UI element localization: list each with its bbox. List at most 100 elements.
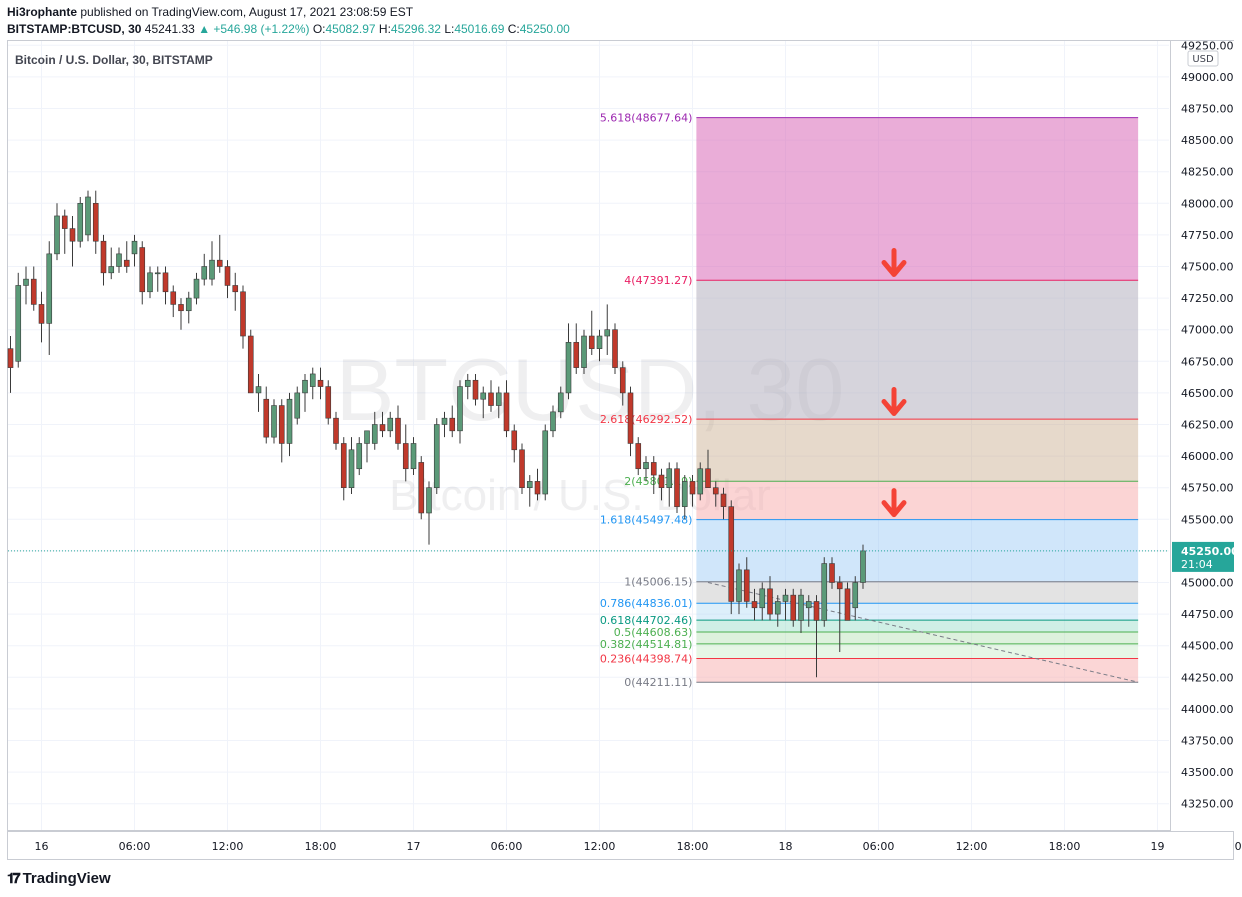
price-tick-label: 45000.00 [1181, 577, 1234, 590]
fib-level-label: 0.5(44608.63) [614, 626, 693, 639]
publish-text: published on TradingView.com, August 17,… [80, 5, 414, 19]
time-axis[interactable] [7, 831, 1234, 860]
price-tick-label: 49000.00 [1181, 71, 1234, 84]
down-arrow-icon [881, 488, 907, 518]
tradingview-logo-text: TradingView [22, 870, 111, 887]
price-tick-label: 43250.00 [1181, 798, 1234, 811]
candle-body [612, 329, 618, 368]
time-tick-label: 19 [1151, 840, 1165, 853]
candle-body [271, 405, 277, 438]
candle-body [255, 386, 262, 394]
open-label: O: [312, 22, 326, 36]
candle-body [123, 259, 130, 267]
candle-body [712, 487, 719, 495]
candle-body [751, 601, 758, 609]
candle-body [697, 468, 704, 495]
candle-body [550, 411, 556, 432]
currency-label: USD [1192, 54, 1214, 65]
candle-body [457, 386, 463, 432]
candle-body [821, 563, 828, 621]
close-label: C: [507, 22, 520, 36]
high-label: H: [378, 22, 391, 36]
candle-body [844, 588, 851, 621]
price-tick-label: 45500.00 [1181, 513, 1234, 526]
candle-body [503, 392, 510, 432]
price-tick-label: 44000.00 [1181, 703, 1234, 716]
candle-body [286, 398, 293, 444]
price-tick-label: 43750.00 [1181, 735, 1234, 748]
price-tick-label: 47000.00 [1181, 324, 1234, 337]
candle-body [418, 462, 425, 514]
candle-body [805, 601, 812, 609]
candle-body [519, 449, 525, 488]
candle-body [247, 335, 254, 394]
candle-body [573, 342, 580, 368]
time-tick-label: 06:00 [1235, 840, 1242, 853]
candle-body [69, 228, 76, 242]
candle-body [666, 468, 673, 488]
price-axis[interactable] [1170, 40, 1234, 831]
candle-body [619, 367, 626, 394]
price-tick-label: 45750.00 [1181, 482, 1234, 495]
candle-body [526, 481, 533, 489]
time-tick-label: 18:00 [1049, 840, 1081, 853]
author-name[interactable]: Hi3rophante [7, 5, 78, 19]
candle-body [472, 379, 479, 400]
candle-body [782, 594, 789, 602]
candle-body [658, 474, 665, 488]
candle-body [46, 253, 53, 324]
candle-body [743, 569, 750, 602]
candle-body [201, 266, 208, 280]
candle-body [402, 443, 409, 470]
open-value: 45082.97 [325, 22, 376, 36]
fib-zone [696, 658, 1139, 683]
candle-body [441, 417, 448, 425]
low-label: L: [444, 22, 455, 36]
price-tick-label: 47250.00 [1181, 292, 1234, 305]
candle-body [85, 196, 91, 236]
candle-body [317, 379, 324, 387]
last-price-badge [1172, 541, 1234, 572]
candle-body [108, 266, 115, 274]
currency-badge [1187, 50, 1219, 67]
candle-body [565, 342, 572, 394]
candle-body [178, 304, 184, 312]
candle-body [635, 443, 642, 470]
fib-level-label: 1.618(45497.48) [600, 514, 693, 527]
candle-body [23, 278, 29, 286]
candle-body [464, 379, 471, 387]
candle-body [627, 392, 634, 444]
price-tick-label: 46500.00 [1181, 387, 1234, 400]
price-tick-label: 49250.00 [1181, 39, 1234, 52]
high-value: 45296.32 [390, 22, 441, 36]
candle-body [511, 430, 518, 451]
chart-pane[interactable] [7, 40, 1170, 831]
candle-body [193, 278, 200, 299]
trend-line [707, 582, 1139, 683]
low-value: 45016.69 [454, 22, 505, 36]
candle-body [131, 240, 138, 255]
candle-body [674, 468, 680, 507]
candle-body [216, 259, 223, 267]
time-tick-label: 06:00 [863, 840, 895, 853]
candle-body [7, 348, 14, 368]
symbol-name: BITSTAMP:BTCUSD, 30 [7, 22, 142, 36]
price-tick-label: 44250.00 [1181, 671, 1234, 684]
time-tick-label: 12:00 [956, 840, 988, 853]
time-tick-label: 16 [35, 840, 49, 853]
bar-countdown: 21:04 [1181, 558, 1213, 571]
candle-body [232, 285, 239, 293]
fib-zone [696, 581, 1139, 604]
candle-body [395, 417, 401, 444]
candle-body [379, 424, 386, 432]
candle-body [426, 487, 432, 514]
candle-body [100, 240, 107, 274]
candle-body [852, 582, 859, 609]
candle-body [650, 462, 657, 476]
candle-body [643, 462, 649, 470]
candle-body [263, 398, 270, 438]
tradingview-logo[interactable]: 𝟏𝟕 TradingView [7, 870, 111, 887]
candle-body [77, 203, 84, 242]
candle-body [759, 588, 766, 609]
candle-body [596, 335, 603, 349]
